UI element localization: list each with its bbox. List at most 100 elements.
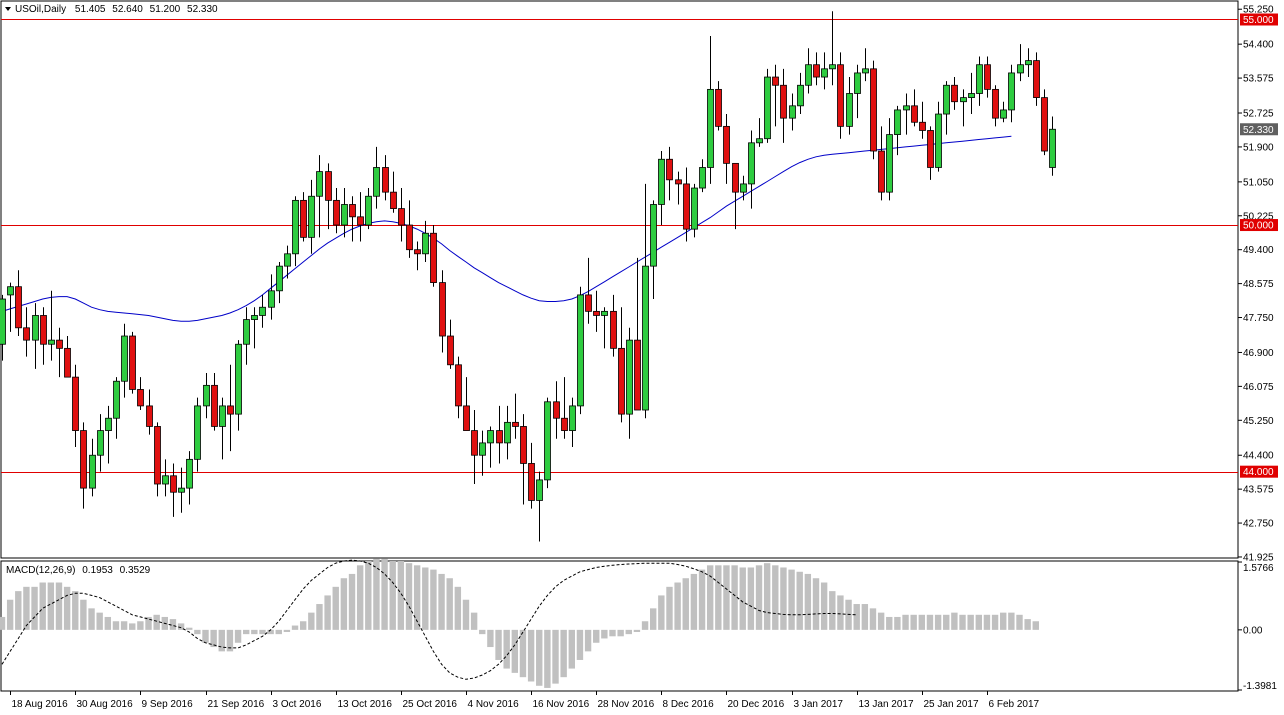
candle-38 xyxy=(308,179,315,254)
candle-body xyxy=(675,179,682,185)
macd-bar-46 xyxy=(373,558,380,630)
macd-bar-23 xyxy=(186,627,193,630)
macd-bar-89 xyxy=(723,565,730,630)
macd-signal-line xyxy=(1,559,857,680)
macd-bar-92 xyxy=(747,567,755,630)
candle-body xyxy=(610,310,617,349)
candle-body xyxy=(691,187,698,230)
chart-header: USOil,Daily 51.405 52.640 51.200 52.330 xyxy=(5,4,218,15)
macd-bar-91 xyxy=(739,567,746,630)
macd-pane[interactable] xyxy=(0,560,1239,692)
macd-label: MACD(12,26,9) xyxy=(6,565,75,576)
candle-12 xyxy=(97,414,104,472)
candle-5 xyxy=(40,307,47,365)
candle-body xyxy=(186,458,193,489)
price-tick-label: 46.075 xyxy=(1243,382,1274,393)
macd-bar-80 xyxy=(650,608,657,630)
candle-22 xyxy=(178,467,185,513)
candle-122 xyxy=(992,85,999,127)
macd-bar-100 xyxy=(812,578,820,630)
price-pane[interactable] xyxy=(0,0,1239,559)
macd-bar-68 xyxy=(552,629,559,684)
signal-polyline xyxy=(1,559,857,680)
macd-bar-85 xyxy=(690,573,698,630)
macd-bar-67 xyxy=(544,629,551,688)
candle-26 xyxy=(211,373,218,431)
candle-124 xyxy=(1008,64,1015,123)
candle-body xyxy=(154,426,161,485)
macd-bar-7 xyxy=(55,582,63,630)
candle-body xyxy=(634,339,641,411)
candle-body xyxy=(121,335,128,382)
macd-bar-93 xyxy=(755,565,763,630)
candle-2 xyxy=(15,270,22,337)
price-tick-label: 41.925 xyxy=(1243,552,1274,563)
macd-bar-4 xyxy=(31,586,38,630)
candle-50 xyxy=(406,200,413,258)
macd-bar-53 xyxy=(430,569,437,630)
macd-bar-114 xyxy=(926,614,934,630)
symbol-label: USOil,Daily xyxy=(15,4,66,15)
moving-average-line xyxy=(1,135,1012,322)
current-price-label-text: 52.330 xyxy=(1243,125,1274,136)
level-lines xyxy=(1,19,1238,473)
candle-82 xyxy=(666,146,673,201)
candle-body xyxy=(805,64,812,86)
candle-30 xyxy=(243,307,250,365)
candle-14 xyxy=(113,377,120,439)
candle-body xyxy=(48,339,55,345)
macd-bar-115 xyxy=(934,614,942,630)
macd-bar-111 xyxy=(902,614,909,630)
price-tick-label: 51.900 xyxy=(1243,142,1274,153)
candle-64 xyxy=(520,414,527,505)
candle-body xyxy=(894,109,901,135)
candle-65 xyxy=(528,442,535,509)
candle-body xyxy=(512,421,519,427)
macd-bar-66 xyxy=(536,629,543,686)
candle-body xyxy=(194,405,201,460)
candle-body xyxy=(829,64,836,70)
candle-121 xyxy=(984,56,991,98)
candle-body xyxy=(276,265,283,292)
candle-body xyxy=(64,347,71,378)
candle-34 xyxy=(276,262,283,304)
macd-bar-94 xyxy=(763,563,771,630)
macd-bar-108 xyxy=(877,612,885,630)
candle-87 xyxy=(707,35,714,184)
candle-101 xyxy=(821,52,828,90)
macd-bar-54 xyxy=(438,573,445,630)
time-tick-label: 28 Nov 2016 xyxy=(598,699,655,710)
macd-bar-61 xyxy=(495,629,502,660)
axis-labels: 55.000 50.000 44.000 52.330 xyxy=(1240,13,1278,478)
macd-bar-81 xyxy=(658,595,665,630)
price-tick-label: 55.250 xyxy=(1243,5,1274,16)
candle-102 xyxy=(829,11,836,86)
candle-109 xyxy=(886,118,893,201)
macd-bar-35 xyxy=(283,629,291,633)
candle-body xyxy=(382,167,389,193)
candle-8 xyxy=(64,336,71,378)
dropdown-triangle-icon[interactable] xyxy=(5,7,11,11)
macd-bar-34 xyxy=(275,629,282,635)
macd-bar-110 xyxy=(894,616,901,630)
level-label-0-bg xyxy=(1240,13,1278,26)
candle-body xyxy=(284,253,291,267)
candle-body xyxy=(561,417,568,431)
candle-63 xyxy=(512,393,519,439)
candle-16 xyxy=(129,331,136,394)
candle-29 xyxy=(235,340,242,431)
level-label-0: 55.000 xyxy=(1240,13,1278,26)
macd-bar-122 xyxy=(991,614,999,630)
candle-body xyxy=(764,76,771,140)
candle-body xyxy=(178,487,185,493)
macd-bar-95 xyxy=(772,565,779,630)
candle-body xyxy=(89,454,96,489)
price-tick-label: 48.575 xyxy=(1243,279,1274,290)
macd-bar-62 xyxy=(503,629,510,669)
macd-bar-45 xyxy=(365,561,372,630)
candle-97 xyxy=(789,93,796,131)
candle-body xyxy=(666,158,673,181)
candle-56 xyxy=(455,356,462,419)
low-value: 51.200 xyxy=(150,4,181,15)
